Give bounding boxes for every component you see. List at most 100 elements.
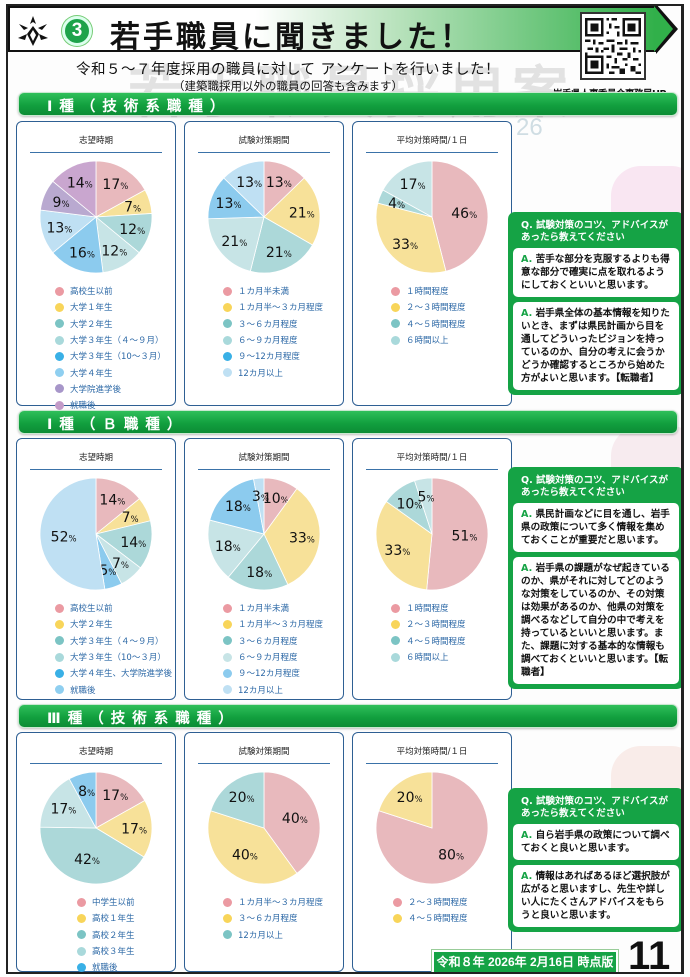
pie-slice-label: 13%	[236, 175, 262, 191]
chart-legend: 高校生以前 大学１年生 大学２年生 大学３年生（４～９月） 大学３年生（10～３月） 大学…	[55, 283, 175, 413]
legend-label: ６時間以上	[406, 653, 449, 664]
pie-slice-label: 16%	[69, 245, 95, 261]
section-label: Ⅰ種（Ｂ職種）	[47, 417, 189, 433]
legend-item: ３～６カ月程度	[223, 316, 343, 332]
legend-label: ３～６カ月程度	[238, 319, 298, 330]
pie-slice-label: 80%	[438, 847, 464, 863]
pie-slice-label: 20%	[397, 790, 423, 806]
legend-dot-icon	[55, 652, 64, 662]
pie-slice	[375, 202, 447, 274]
pie-slice-label: 17%	[121, 822, 147, 838]
legend-item: 12カ月以上	[223, 364, 343, 380]
legend-dot-icon	[223, 913, 232, 923]
chart-legend: ２～３時間程度 ４～５時間程度	[393, 894, 511, 927]
legend-dot-icon	[223, 286, 232, 296]
pie-slice-label: 14%	[120, 535, 146, 551]
legend-label: 12カ月以上	[238, 368, 283, 379]
intro-sub-text: （建築職採用以外の職員の回答も含みます）	[173, 79, 403, 93]
pie-slice-label: 17%	[102, 177, 128, 193]
pie-slice-label: 21%	[266, 245, 292, 261]
pie-slice-label: 20%	[229, 790, 255, 806]
pie-slice-label: 33%	[392, 237, 418, 253]
legend-dot-icon	[223, 897, 232, 907]
pie-slice-label: 46%	[451, 206, 477, 222]
legend-item: ６～９カ月程度	[223, 649, 343, 665]
legend-item: 就職後	[77, 959, 175, 974]
legend-dot-icon	[391, 652, 400, 662]
pie-chart: 17%17%42%17%8%	[39, 771, 153, 885]
legend-dot-icon	[55, 335, 64, 345]
legend-label: 就職後	[70, 401, 96, 412]
legend-dot-icon	[77, 930, 86, 940]
legend-item: ６～９カ月程度	[223, 332, 343, 348]
pie-slice-label: 8%	[78, 784, 95, 800]
legend-label: ６～９カ月程度	[238, 653, 298, 664]
chart-legend: １時間程度 ２～３時間程度 ４～５時間程度 ６時間以上	[391, 600, 511, 665]
chart-card: 試験対策期間 10% 33% 18% 18% 18% 3% １カ月半未満 １カ月半～３カ月程…	[184, 438, 344, 700]
section-header-type1-technical: Ⅰ種（技術系職種）	[18, 92, 678, 116]
legend-dot-icon	[223, 368, 232, 378]
qa-answer: A. 苦手な部分を克服するよりも得意な部分で確実に点を取れるようにしておくといい…	[513, 248, 679, 297]
legend-dot-icon	[393, 897, 402, 907]
pie-slice-label: 7%	[124, 199, 141, 215]
legend-dot-icon	[393, 913, 402, 923]
legend-dot-icon	[223, 652, 232, 662]
legend-label: 大学院進学後	[70, 384, 122, 395]
legend-item: 大学４年生、大学院進学後	[55, 665, 175, 681]
legend-label: １時間程度	[406, 604, 449, 615]
pie-slice-label: 9%	[53, 195, 70, 211]
pie-chart: 17% 7% 12% 12% 16% 13% 9% 14%	[39, 160, 153, 274]
pie-slice-label: 17%	[102, 788, 128, 804]
section-label: Ⅰ種（技術系職種）	[47, 99, 232, 115]
page: 若手職員採用案 26 3 若手職員に聞きました！ 岩手県人事委員会事務局HP 令…	[6, 4, 684, 974]
pie-chart: 80% 20%	[375, 771, 489, 885]
qa-answer: A. 自ら岩手県の政策について調べておくと良いと思います。	[513, 824, 679, 860]
chart-title: 平均対策時間/１日	[396, 747, 468, 757]
pie-chart: 14%7%14%7%5%52%	[39, 477, 153, 591]
pie-slice-label: 13%	[216, 196, 242, 212]
pie-slice-label: 7%	[112, 556, 129, 572]
pie-slice-label: 40%	[282, 811, 308, 827]
legend-label: ４～５時間程度	[406, 319, 466, 330]
legend-item: 高校３年生	[77, 943, 175, 959]
legend-dot-icon	[55, 302, 64, 312]
pie-slice-label: 14%	[99, 493, 125, 509]
legend-item: ６時間以上	[391, 649, 511, 665]
qr-code-icon[interactable]	[580, 12, 646, 80]
pie-chart: 51% 33% 10%5%	[375, 477, 489, 591]
legend-dot-icon	[223, 335, 232, 345]
legend-dot-icon	[77, 946, 86, 956]
pie-slice-label: 14%	[67, 176, 93, 192]
page-title: 若手職員に聞きました！	[110, 20, 473, 55]
chart-legend: １カ月半未満 １カ月半～３カ月程度 ３～６カ月程度 ６～９カ月程度 ９～12カ月程度 12…	[223, 600, 343, 698]
legend-dot-icon	[223, 319, 232, 329]
legend-label: ６時間以上	[406, 336, 449, 347]
legend-label: 就職後	[92, 963, 118, 974]
section-header-type3-technical: Ⅲ種（技術系職種）	[18, 704, 678, 728]
legend-dot-icon	[55, 351, 64, 361]
pie-slice	[95, 771, 146, 829]
legend-label: ６～９カ月程度	[238, 336, 298, 347]
pie-slice-label: 52%	[51, 530, 77, 546]
qa-answer: A. 岩手県全体の基本情報を知りたいとき、まずは県民計画から目を通してどういった…	[513, 302, 679, 390]
chart-card: 志望時期 14% 7% 14% 7% 5% 52% 高校生以前 大学２年生 大学３年生（４～９…	[16, 438, 176, 700]
pie-slice-label: 33%	[384, 543, 410, 559]
legend-dot-icon	[391, 636, 400, 646]
pie-slice	[52, 160, 97, 218]
pie-slice	[52, 216, 104, 274]
legend-label: 大学２年生	[70, 620, 113, 631]
legend-item: 大学３年生（４～９月）	[55, 633, 175, 649]
legend-item: ３～６カ月程度	[223, 633, 343, 649]
qa-answer: A. 県民計画などに目を通し、岩手県の政策について多く情報を集めておくことが重要…	[513, 503, 679, 552]
pie-slice	[68, 771, 97, 829]
legend-item: １カ月半未満	[223, 283, 343, 299]
legend-dot-icon	[223, 603, 232, 613]
pie-slice	[375, 500, 433, 591]
legend-item: 大学２年生	[55, 616, 175, 632]
chart-title: 志望時期	[78, 453, 113, 463]
legend-dot-icon	[391, 302, 400, 312]
qa-box: Q. 試験対策のコツ、アドバイスがあったら教えてください A. 苦手な部分を克服…	[508, 212, 681, 395]
legend-label: ３～６カ月程度	[238, 636, 298, 647]
pie-slice-label: 51%	[451, 529, 477, 545]
legend-item: １カ月半未満	[223, 600, 343, 616]
